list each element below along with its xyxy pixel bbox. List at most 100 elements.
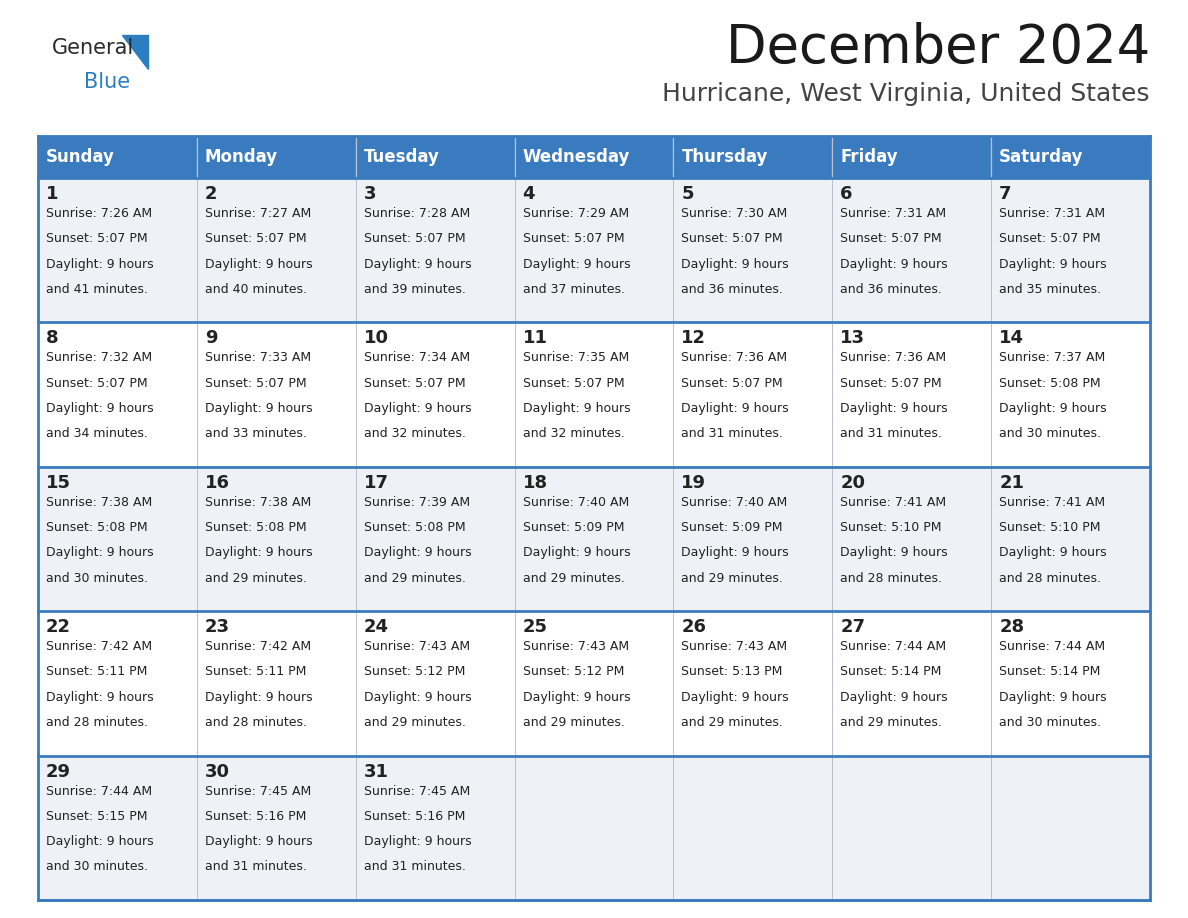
Text: 7: 7 — [999, 185, 1012, 203]
Text: 13: 13 — [840, 330, 865, 347]
Text: Hurricane, West Virginia, United States: Hurricane, West Virginia, United States — [663, 82, 1150, 106]
Text: 4: 4 — [523, 185, 535, 203]
Text: 18: 18 — [523, 474, 548, 492]
Text: and 41 minutes.: and 41 minutes. — [46, 283, 147, 296]
Text: and 32 minutes.: and 32 minutes. — [523, 427, 625, 441]
Text: General: General — [52, 38, 134, 58]
FancyBboxPatch shape — [674, 136, 833, 178]
Text: and 31 minutes.: and 31 minutes. — [840, 427, 942, 441]
Text: Sunset: 5:08 PM: Sunset: 5:08 PM — [46, 521, 147, 534]
Text: 2: 2 — [204, 185, 217, 203]
Text: Daylight: 9 hours: Daylight: 9 hours — [46, 402, 153, 415]
Text: Sunrise: 7:40 AM: Sunrise: 7:40 AM — [523, 496, 628, 509]
Text: 11: 11 — [523, 330, 548, 347]
Text: Daylight: 9 hours: Daylight: 9 hours — [46, 835, 153, 848]
FancyBboxPatch shape — [38, 466, 1150, 611]
Text: Daylight: 9 hours: Daylight: 9 hours — [523, 690, 630, 704]
Text: Sunset: 5:11 PM: Sunset: 5:11 PM — [46, 666, 147, 678]
Text: 26: 26 — [682, 618, 707, 636]
Text: 25: 25 — [523, 618, 548, 636]
Text: and 33 minutes.: and 33 minutes. — [204, 427, 307, 441]
Text: Sunrise: 7:45 AM: Sunrise: 7:45 AM — [364, 785, 470, 798]
Text: Tuesday: Tuesday — [364, 148, 440, 166]
Text: Sunset: 5:16 PM: Sunset: 5:16 PM — [364, 810, 465, 823]
Text: Sunrise: 7:44 AM: Sunrise: 7:44 AM — [999, 640, 1105, 654]
Text: and 29 minutes.: and 29 minutes. — [840, 716, 942, 729]
Text: December 2024: December 2024 — [726, 22, 1150, 74]
Text: Daylight: 9 hours: Daylight: 9 hours — [364, 258, 472, 271]
Text: 19: 19 — [682, 474, 707, 492]
Text: Sunrise: 7:28 AM: Sunrise: 7:28 AM — [364, 207, 470, 220]
Text: Sunset: 5:10 PM: Sunset: 5:10 PM — [840, 521, 942, 534]
Text: Sunset: 5:07 PM: Sunset: 5:07 PM — [204, 232, 307, 245]
Text: and 30 minutes.: and 30 minutes. — [46, 572, 148, 585]
Text: Sunrise: 7:26 AM: Sunrise: 7:26 AM — [46, 207, 152, 220]
Text: 24: 24 — [364, 618, 388, 636]
Text: Sunset: 5:07 PM: Sunset: 5:07 PM — [999, 232, 1101, 245]
Text: Sunrise: 7:41 AM: Sunrise: 7:41 AM — [999, 496, 1105, 509]
Text: Sunrise: 7:31 AM: Sunrise: 7:31 AM — [840, 207, 947, 220]
Text: Sunrise: 7:40 AM: Sunrise: 7:40 AM — [682, 496, 788, 509]
Text: Sunrise: 7:34 AM: Sunrise: 7:34 AM — [364, 352, 469, 364]
Text: Sunrise: 7:37 AM: Sunrise: 7:37 AM — [999, 352, 1105, 364]
Text: Sunrise: 7:29 AM: Sunrise: 7:29 AM — [523, 207, 628, 220]
Text: Daylight: 9 hours: Daylight: 9 hours — [204, 835, 312, 848]
Text: Daylight: 9 hours: Daylight: 9 hours — [999, 546, 1107, 559]
FancyBboxPatch shape — [197, 136, 355, 178]
Text: Daylight: 9 hours: Daylight: 9 hours — [364, 546, 472, 559]
Text: 15: 15 — [46, 474, 71, 492]
Text: and 32 minutes.: and 32 minutes. — [364, 427, 466, 441]
Text: Sunset: 5:07 PM: Sunset: 5:07 PM — [204, 376, 307, 389]
Text: and 36 minutes.: and 36 minutes. — [682, 283, 783, 296]
Text: Sunset: 5:14 PM: Sunset: 5:14 PM — [840, 666, 942, 678]
Text: Sunset: 5:07 PM: Sunset: 5:07 PM — [840, 376, 942, 389]
Text: Saturday: Saturday — [999, 148, 1083, 166]
Text: Daylight: 9 hours: Daylight: 9 hours — [999, 402, 1107, 415]
FancyBboxPatch shape — [833, 136, 991, 178]
Text: 1: 1 — [46, 185, 58, 203]
Text: 17: 17 — [364, 474, 388, 492]
Text: Sunset: 5:15 PM: Sunset: 5:15 PM — [46, 810, 147, 823]
Text: Daylight: 9 hours: Daylight: 9 hours — [523, 546, 630, 559]
Text: Sunset: 5:09 PM: Sunset: 5:09 PM — [682, 521, 783, 534]
Text: Sunset: 5:14 PM: Sunset: 5:14 PM — [999, 666, 1100, 678]
Polygon shape — [122, 35, 148, 69]
Text: Sunset: 5:08 PM: Sunset: 5:08 PM — [364, 521, 466, 534]
Text: Daylight: 9 hours: Daylight: 9 hours — [840, 402, 948, 415]
Text: and 39 minutes.: and 39 minutes. — [364, 283, 466, 296]
Text: Sunrise: 7:27 AM: Sunrise: 7:27 AM — [204, 207, 311, 220]
Text: Daylight: 9 hours: Daylight: 9 hours — [523, 258, 630, 271]
Text: Daylight: 9 hours: Daylight: 9 hours — [204, 690, 312, 704]
Text: Sunset: 5:11 PM: Sunset: 5:11 PM — [204, 666, 307, 678]
Text: Daylight: 9 hours: Daylight: 9 hours — [999, 258, 1107, 271]
Text: Friday: Friday — [840, 148, 898, 166]
Text: Daylight: 9 hours: Daylight: 9 hours — [840, 546, 948, 559]
FancyBboxPatch shape — [514, 136, 674, 178]
Text: Sunrise: 7:36 AM: Sunrise: 7:36 AM — [840, 352, 947, 364]
Text: Daylight: 9 hours: Daylight: 9 hours — [204, 546, 312, 559]
Text: 30: 30 — [204, 763, 229, 780]
FancyBboxPatch shape — [38, 178, 1150, 322]
Text: Sunrise: 7:42 AM: Sunrise: 7:42 AM — [204, 640, 311, 654]
Text: Sunrise: 7:43 AM: Sunrise: 7:43 AM — [682, 640, 788, 654]
Text: 3: 3 — [364, 185, 377, 203]
Text: Sunset: 5:07 PM: Sunset: 5:07 PM — [682, 232, 783, 245]
Text: Daylight: 9 hours: Daylight: 9 hours — [682, 258, 789, 271]
Text: Sunset: 5:07 PM: Sunset: 5:07 PM — [364, 376, 466, 389]
Text: Sunrise: 7:45 AM: Sunrise: 7:45 AM — [204, 785, 311, 798]
Text: 29: 29 — [46, 763, 71, 780]
Text: Sunset: 5:08 PM: Sunset: 5:08 PM — [999, 376, 1101, 389]
FancyBboxPatch shape — [38, 136, 197, 178]
Text: and 35 minutes.: and 35 minutes. — [999, 283, 1101, 296]
Text: Sunrise: 7:31 AM: Sunrise: 7:31 AM — [999, 207, 1105, 220]
Text: 20: 20 — [840, 474, 865, 492]
Text: Daylight: 9 hours: Daylight: 9 hours — [682, 546, 789, 559]
Text: and 30 minutes.: and 30 minutes. — [999, 716, 1101, 729]
Text: Sunset: 5:07 PM: Sunset: 5:07 PM — [364, 232, 466, 245]
FancyBboxPatch shape — [991, 136, 1150, 178]
Text: and 28 minutes.: and 28 minutes. — [840, 572, 942, 585]
Text: and 34 minutes.: and 34 minutes. — [46, 427, 147, 441]
Text: Monday: Monday — [204, 148, 278, 166]
Text: Daylight: 9 hours: Daylight: 9 hours — [840, 690, 948, 704]
Text: Daylight: 9 hours: Daylight: 9 hours — [46, 690, 153, 704]
